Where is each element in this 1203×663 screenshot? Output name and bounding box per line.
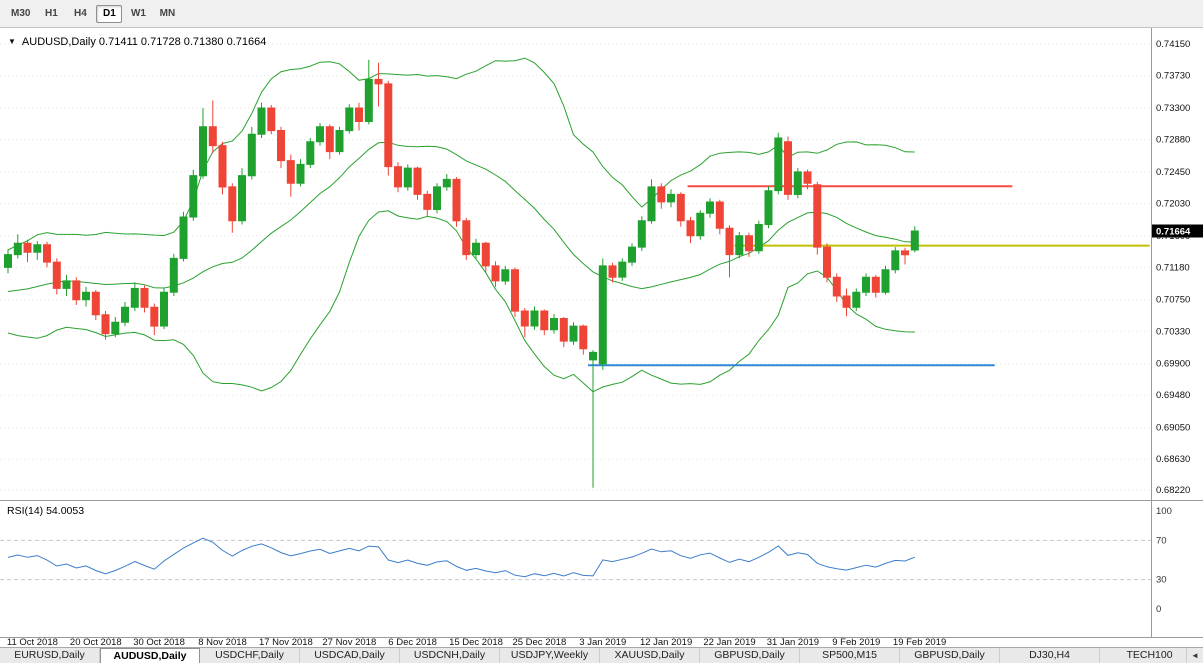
svg-text:0.68220: 0.68220 [1156,485,1190,496]
svg-text:30: 30 [1156,575,1167,586]
chart-tab-usdcad-daily[interactable]: USDCAD,Daily [300,648,400,663]
svg-text:0.73300: 0.73300 [1156,103,1190,114]
svg-text:3 Jan 2019: 3 Jan 2019 [579,637,626,647]
up-candle-bodies [4,78,919,365]
svg-text:0.74150: 0.74150 [1156,39,1190,50]
chart-tab-dj30-h4[interactable]: DJ30,H4 [1000,648,1100,663]
bollinger-bands [7,57,915,393]
svg-text:30 Oct 2018: 30 Oct 2018 [133,637,185,647]
chart-tab-sp500-m15[interactable]: SP500,M15 [800,648,900,663]
chart-title: ▼ AUDUSD,Daily 0.71411 0.71728 0.71380 0… [8,36,266,48]
svg-text:12 Jan 2019: 12 Jan 2019 [640,637,692,647]
rsi-line [7,537,915,578]
chart-tab-usdcnh-daily[interactable]: USDCNH,Daily [400,648,500,663]
rsi-indicator-label: RSI(14) 54.0053 [7,505,85,517]
chart-collapse-icon[interactable]: ▼ [8,37,16,46]
svg-text:100: 100 [1156,506,1172,517]
chart-tab-audusd-daily[interactable]: AUDUSD,Daily [100,648,200,663]
svg-text:0.70750: 0.70750 [1156,295,1190,306]
svg-text:0: 0 [1156,604,1161,615]
svg-text:8 Nov 2018: 8 Nov 2018 [198,637,247,647]
svg-text:0.71664: 0.71664 [1156,227,1191,238]
chart-title-text: AUDUSD,Daily 0.71411 0.71728 0.71380 0.7… [21,36,267,48]
timeframe-toolbar: M30 H1 H4 D1 W1 MN [0,0,1203,28]
bollinger-upper-band [7,57,915,251]
svg-text:0.69050: 0.69050 [1156,423,1190,434]
svg-text:0.69480: 0.69480 [1156,390,1190,401]
chart-tab-usdjpy-weekly[interactable]: USDJPY,Weekly [500,648,600,663]
svg-text:0.72880: 0.72880 [1156,135,1190,146]
svg-text:0.72030: 0.72030 [1156,199,1190,210]
svg-text:0.72450: 0.72450 [1156,167,1190,178]
bollinger-lower-band [7,210,915,393]
svg-text:17 Nov 2018: 17 Nov 2018 [259,637,313,647]
tabs-scroll-left-button[interactable]: ◄ [1186,648,1203,663]
svg-text:0.73730: 0.73730 [1156,71,1190,82]
svg-text:11 Oct 2018: 11 Oct 2018 [7,637,58,647]
svg-text:15 Dec 2018: 15 Dec 2018 [449,637,503,647]
chart-tabs: EURUSD,Daily AUDUSD,Daily USDCHF,Daily USDC… [0,648,1186,663]
down-candle-wicks [27,62,906,355]
svg-text:0.71180: 0.71180 [1156,262,1190,273]
horizontal-lines [588,185,1150,367]
date-axis-labels: 11 Oct 2018 20 Oct 2018 30 Oct 2018 8 Nov 2… [7,637,946,647]
svg-text:25 Dec 2018: 25 Dec 2018 [512,637,566,647]
chart-tab-gbpusd-daily[interactable]: GBPUSD,Daily [700,648,800,663]
timeframe-button-mn[interactable]: MN [154,5,180,23]
price-axis-labels: 0.74150 0.73730 0.73300 0.72880 0.72450 0.720… [1156,39,1190,496]
timeframe-button-h4[interactable]: H4 [67,5,93,23]
svg-text:6 Dec 2018: 6 Dec 2018 [388,637,437,647]
down-candle-bodies [23,78,909,350]
timeframe-button-m30[interactable]: M30 [6,5,35,23]
svg-text:22 Jan 2019: 22 Jan 2019 [703,637,755,647]
candles-layer [4,59,919,488]
chart-tab-gbpusd-daily[interactable]: GBPUSD,Daily [900,648,1000,663]
timeframe-button-d1[interactable]: D1 [96,4,123,23]
svg-text:27 Nov 2018: 27 Nov 2018 [322,637,376,647]
svg-text:70: 70 [1156,535,1167,546]
svg-text:20 Oct 2018: 20 Oct 2018 [70,637,122,647]
chart-window: 0.74150 0.73730 0.73300 0.72880 0.72450 0.720… [0,28,1203,647]
timeframe-button-w1[interactable]: W1 [125,5,151,23]
rsi-panel: 100 70 30 0 [0,506,1172,615]
current-price-badge: 0.71664 [1152,224,1203,238]
timeframe-button-h1[interactable]: H1 [38,5,64,23]
svg-text:9 Feb 2019: 9 Feb 2019 [832,637,880,647]
svg-text:31 Jan 2019: 31 Jan 2019 [767,637,819,647]
chart-tab-xauusd-daily[interactable]: XAUUSD,Daily [600,648,700,663]
chart-tab-tech100[interactable]: TECH100 [1100,648,1186,663]
chart-tab-bar: EURUSD,Daily AUDUSD,Daily USDCHF,Daily USDC… [0,647,1203,663]
svg-text:0.68630: 0.68630 [1156,454,1190,465]
svg-text:19 Feb 2019: 19 Feb 2019 [893,637,946,647]
chart-plot-area[interactable]: 0.74150 0.73730 0.73300 0.72880 0.72450 0.720… [0,28,1203,647]
svg-text:0.69900: 0.69900 [1156,359,1190,370]
svg-text:0.70330: 0.70330 [1156,326,1190,337]
bollinger-middle-band [7,141,915,292]
chart-tab-usdchf-daily[interactable]: USDCHF,Daily [200,648,300,663]
up-candle-wicks [7,59,916,488]
chart-tab-eurusd-daily[interactable]: EURUSD,Daily [0,648,100,663]
